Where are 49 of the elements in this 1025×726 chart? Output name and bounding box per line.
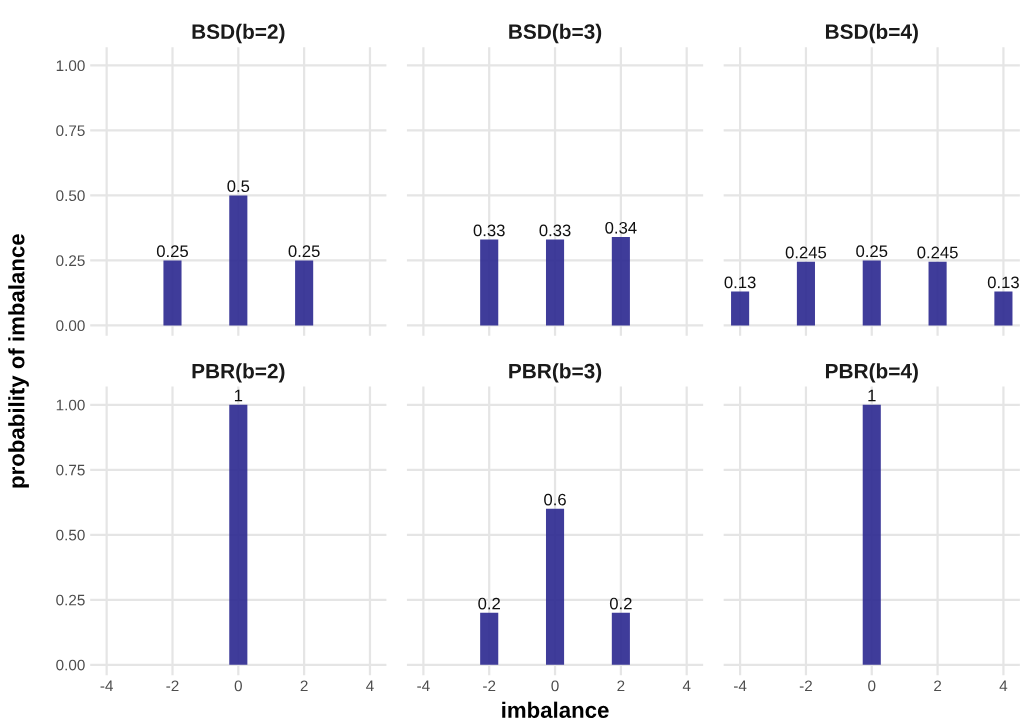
chart-title: BSD(b=3) (509, 23, 602, 44)
y-tick-label: 0.75 (56, 464, 85, 476)
y-tick-label: 0.50 (56, 190, 85, 202)
x-tick-label: 4 (682, 680, 691, 692)
y-tick-label: 0.25 (56, 255, 85, 267)
data-label: 0.25 (856, 245, 888, 258)
data-label: 0.13 (987, 276, 1019, 289)
x-tick-label: 0 (551, 680, 559, 692)
data-label: 0.33 (473, 224, 505, 237)
y-tick-label: 0.00 (56, 320, 85, 332)
x-tick-label: -4 (417, 680, 430, 692)
data-label: 0.2 (478, 597, 500, 610)
data-label: 0.245 (917, 246, 958, 259)
data-label: 0.5 (227, 180, 250, 193)
y-axis-title: probability of imbalance (8, 234, 29, 488)
chart-title: PBR(b=2) (192, 363, 285, 383)
chart-title: PBR(b=3) (509, 363, 602, 383)
data-label: 0.25 (156, 245, 189, 258)
y-tick-label: 0.75 (56, 125, 85, 137)
data-label: 0.33 (539, 224, 571, 237)
y-tick-label: 0.50 (56, 529, 85, 541)
chart-title: BSD(b=4) (825, 23, 918, 44)
data-label: 0.245 (785, 246, 827, 259)
x-axis-title: imbalance (502, 701, 609, 718)
x-tick-label: -2 (799, 680, 812, 692)
x-tick-label: -2 (166, 680, 179, 692)
x-tick-label: 4 (999, 680, 1008, 692)
data-label: 0.34 (605, 221, 637, 234)
y-tick-label: 0.25 (56, 594, 85, 606)
chart-title: PBR(b=4) (825, 363, 918, 383)
x-tick-label: -2 (483, 680, 496, 692)
y-tick-label: 1.00 (56, 60, 85, 72)
x-tick-label: 0 (234, 680, 242, 692)
y-tick-label: 0.00 (56, 659, 85, 671)
data-label: 0.6 (544, 493, 566, 506)
x-tick-label: -4 (100, 680, 113, 692)
data-label: 0.13 (724, 276, 756, 289)
x-tick-label: 4 (366, 680, 374, 692)
x-tick-label: -4 (733, 680, 747, 692)
data-label: 1 (234, 389, 243, 402)
x-tick-label: 2 (934, 680, 942, 692)
data-label: 0.25 (288, 245, 320, 258)
x-tick-label: 2 (617, 680, 625, 692)
data-label: 0.2 (609, 597, 632, 610)
x-tick-label: 0 (868, 680, 876, 692)
data-label: 1 (868, 389, 876, 402)
x-tick-label: 2 (300, 680, 308, 692)
chart-title: BSD(b=2) (192, 23, 285, 44)
y-tick-label: 1.00 (56, 399, 85, 411)
